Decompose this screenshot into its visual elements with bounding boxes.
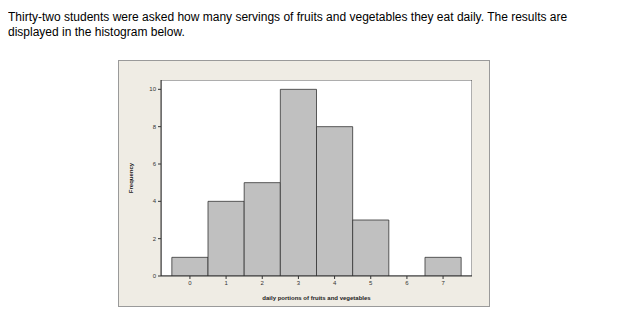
- svg-text:7: 7: [441, 280, 445, 286]
- svg-text:2: 2: [153, 236, 157, 242]
- svg-text:2: 2: [261, 280, 265, 286]
- svg-text:daily portions of fruits and v: daily portions of fruits and vegetables: [262, 295, 371, 301]
- svg-text:4: 4: [333, 280, 337, 286]
- svg-text:Frequency: Frequency: [128, 162, 134, 193]
- svg-text:10: 10: [149, 86, 156, 92]
- svg-text:1: 1: [224, 280, 228, 286]
- svg-text:4: 4: [153, 198, 157, 204]
- svg-text:6: 6: [405, 280, 409, 286]
- html-text:Thirty-two students were asked: Thirty-two students were asked how many …: [8, 10, 568, 39]
- svg-text:6: 6: [153, 161, 157, 167]
- svg-text:0: 0: [153, 273, 157, 279]
- svg-text:0: 0: [188, 280, 192, 286]
- svg-text:8: 8: [153, 124, 157, 130]
- svg-text:5: 5: [369, 280, 373, 286]
- svg-text:3: 3: [297, 280, 301, 286]
